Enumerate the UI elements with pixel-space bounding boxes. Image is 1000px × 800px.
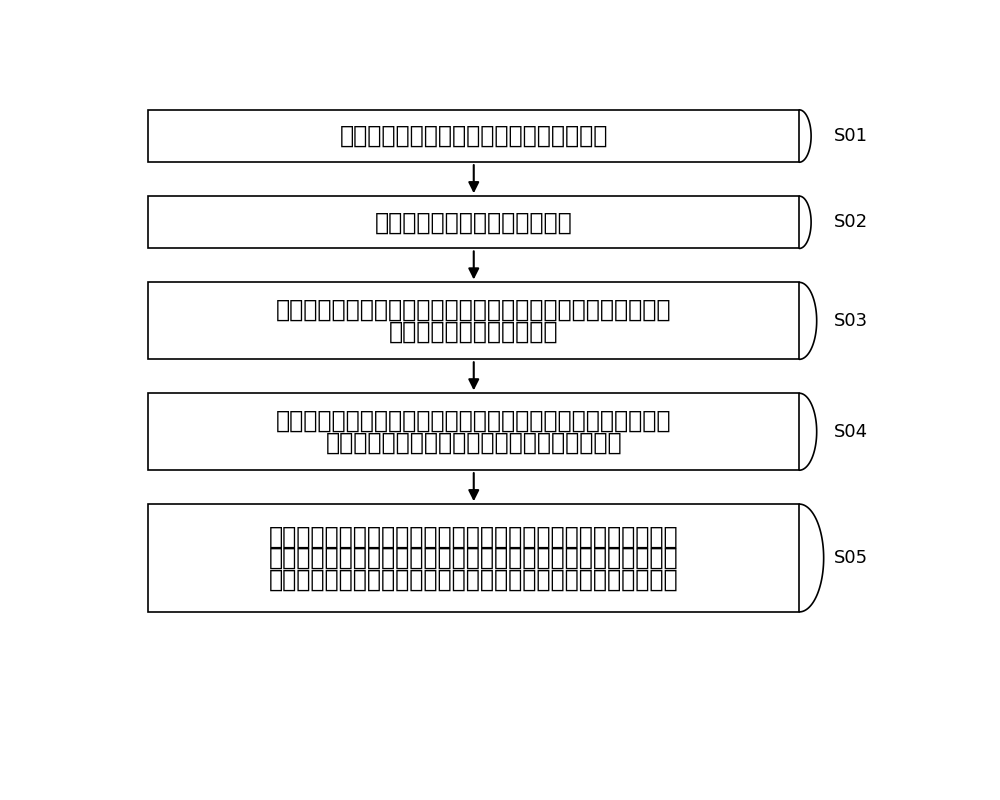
Text: S01: S01 xyxy=(834,127,868,145)
Bar xyxy=(148,504,799,612)
Bar xyxy=(148,196,799,249)
Text: 法拉第杯检测离子束的属性: 法拉第杯检测离子束的属性 xyxy=(389,320,558,344)
Text: 如果离子束的属性符合要求，第二偏转单元开启: 如果离子束的属性符合要求，第二偏转单元开启 xyxy=(325,430,622,454)
Bar xyxy=(148,110,799,162)
Bar xyxy=(148,394,799,470)
Text: 上；其中，通过控制第二偏转单元的施加于离子束上的力的大小，: 上；其中，通过控制第二偏转单元的施加于离子束上的力的大小， xyxy=(269,546,679,570)
Text: 离子发生腔发出离子束穿过第一偏转单元后冲击到法拉第杯上，: 离子发生腔发出离子束穿过第一偏转单元后冲击到法拉第杯上， xyxy=(276,298,672,322)
Bar xyxy=(148,282,799,359)
Text: S02: S02 xyxy=(834,214,868,231)
Text: S05: S05 xyxy=(834,549,868,567)
Text: 开启离子发生腔和第一偏转单元: 开启离子发生腔和第一偏转单元 xyxy=(375,210,573,234)
Text: 离子束在第二偏转单元中发生偏转，离开第二偏转单元冲击到晶圆: 离子束在第二偏转单元中发生偏转，离开第二偏转单元冲击到晶圆 xyxy=(269,525,679,549)
Text: 在离子注入前，将载片台上的晶圆固定设置: 在离子注入前，将载片台上的晶圆固定设置 xyxy=(340,124,608,148)
Text: 如果离子束的属性不符合要求，离子发生腔对离子束进行调整；: 如果离子束的属性不符合要求，离子发生腔对离子束进行调整； xyxy=(276,409,672,433)
Text: S03: S03 xyxy=(834,312,868,330)
Text: S04: S04 xyxy=(834,422,868,441)
Text: 来控制离子束的偏转角度，从而使离子束在晶圆上作上下移动扫描: 来控制离子束的偏转角度，从而使离子束在晶圆上作上下移动扫描 xyxy=(269,567,679,591)
